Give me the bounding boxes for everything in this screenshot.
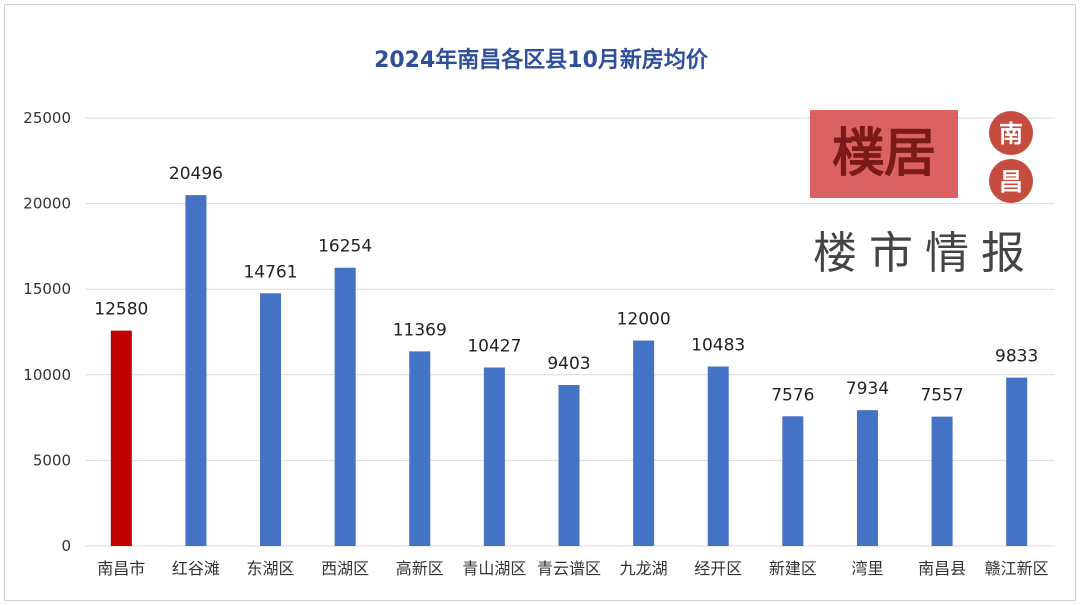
x-tick-label-11: 南昌县 xyxy=(918,559,966,578)
bars xyxy=(110,195,1028,547)
data-label-8: 10483 xyxy=(691,336,745,356)
x-tick-label-9: 新建区 xyxy=(769,559,817,578)
data-label-0: 12580 xyxy=(94,300,148,320)
x-tick-label-8: 经开区 xyxy=(694,559,742,578)
x-tick-label-1: 红谷滩 xyxy=(172,559,220,578)
bar-chart: 2024年南昌各区县10月新房均价 0 5000 10000 15000 20000 25… xyxy=(23,47,1055,578)
data-label-4: 11369 xyxy=(393,320,447,340)
data-label-9: 7576 xyxy=(771,385,814,405)
data-label-3: 16254 xyxy=(318,237,372,257)
bar-0 xyxy=(110,330,132,546)
logo-box-text: 樸居 xyxy=(832,123,936,184)
stamp-char-2: 昌 xyxy=(999,167,1023,196)
x-tick-label-6: 青云谱区 xyxy=(537,559,601,578)
y-tick-label: 5000 xyxy=(33,451,71,469)
bar-7 xyxy=(633,340,655,546)
y-tick-label: 25000 xyxy=(23,109,71,127)
bar-1 xyxy=(185,195,207,547)
bar-5 xyxy=(483,367,505,546)
x-tick-label-10: 湾里 xyxy=(851,559,883,578)
data-labels: 12580 20496 14761 16254 11369 10427 9403 12000 1… xyxy=(94,164,1038,406)
chart-frame: 2024年南昌各区县10月新房均价 0 5000 10000 15000 20000 25… xyxy=(4,4,1076,601)
y-tick-label: 10000 xyxy=(23,366,71,384)
data-label-2: 14761 xyxy=(243,262,297,282)
data-label-7: 12000 xyxy=(617,310,671,330)
y-tick-label: 20000 xyxy=(23,195,71,213)
data-label-11: 7557 xyxy=(920,386,963,406)
bar-11 xyxy=(931,416,953,546)
bar-9 xyxy=(782,416,804,546)
grid-lines xyxy=(85,117,1055,547)
data-label-5: 10427 xyxy=(467,336,521,356)
x-axis-ticks: 南昌市 红谷滩 东湖区 西湖区 高新区 青山湖区 青云谱区 九龙湖 经开区 新建区 湾里 南昌县 赣江新… xyxy=(97,559,1048,578)
y-tick-label: 0 xyxy=(61,537,71,555)
stamp-char-1: 南 xyxy=(999,119,1023,148)
data-label-1: 20496 xyxy=(169,164,223,184)
stamp-circle-1 xyxy=(989,111,1033,155)
x-tick-label-4: 高新区 xyxy=(396,559,444,578)
data-label-12: 9833 xyxy=(995,347,1038,367)
watermark-logo: 樸居 南 昌 楼市情报 xyxy=(810,110,1037,279)
bar-10 xyxy=(856,410,878,546)
bar-3 xyxy=(334,267,356,546)
y-axis-ticks: 0 5000 10000 15000 20000 25000 xyxy=(23,109,71,555)
x-tick-label-7: 九龙湖 xyxy=(620,559,668,578)
x-tick-label-3: 西湖区 xyxy=(321,559,369,578)
bar-6 xyxy=(558,385,580,546)
bar-2 xyxy=(260,293,282,546)
bar-12 xyxy=(1006,377,1028,546)
data-label-10: 7934 xyxy=(846,379,889,399)
x-tick-label-12: 赣江新区 xyxy=(985,559,1049,578)
bar-8 xyxy=(707,366,729,546)
x-tick-label-2: 东湖区 xyxy=(247,559,295,578)
chart-title: 2024年南昌各区县10月新房均价 xyxy=(374,47,709,73)
bar-4 xyxy=(409,351,431,546)
logo-banner-text: 楼市情报 xyxy=(813,228,1037,279)
logo-box xyxy=(810,110,958,198)
x-tick-label-5: 青山湖区 xyxy=(462,559,526,578)
y-tick-label: 15000 xyxy=(23,280,71,298)
stamp-circle-2 xyxy=(989,159,1033,203)
data-label-6: 9403 xyxy=(547,354,590,374)
x-tick-label-0: 南昌市 xyxy=(97,559,145,578)
